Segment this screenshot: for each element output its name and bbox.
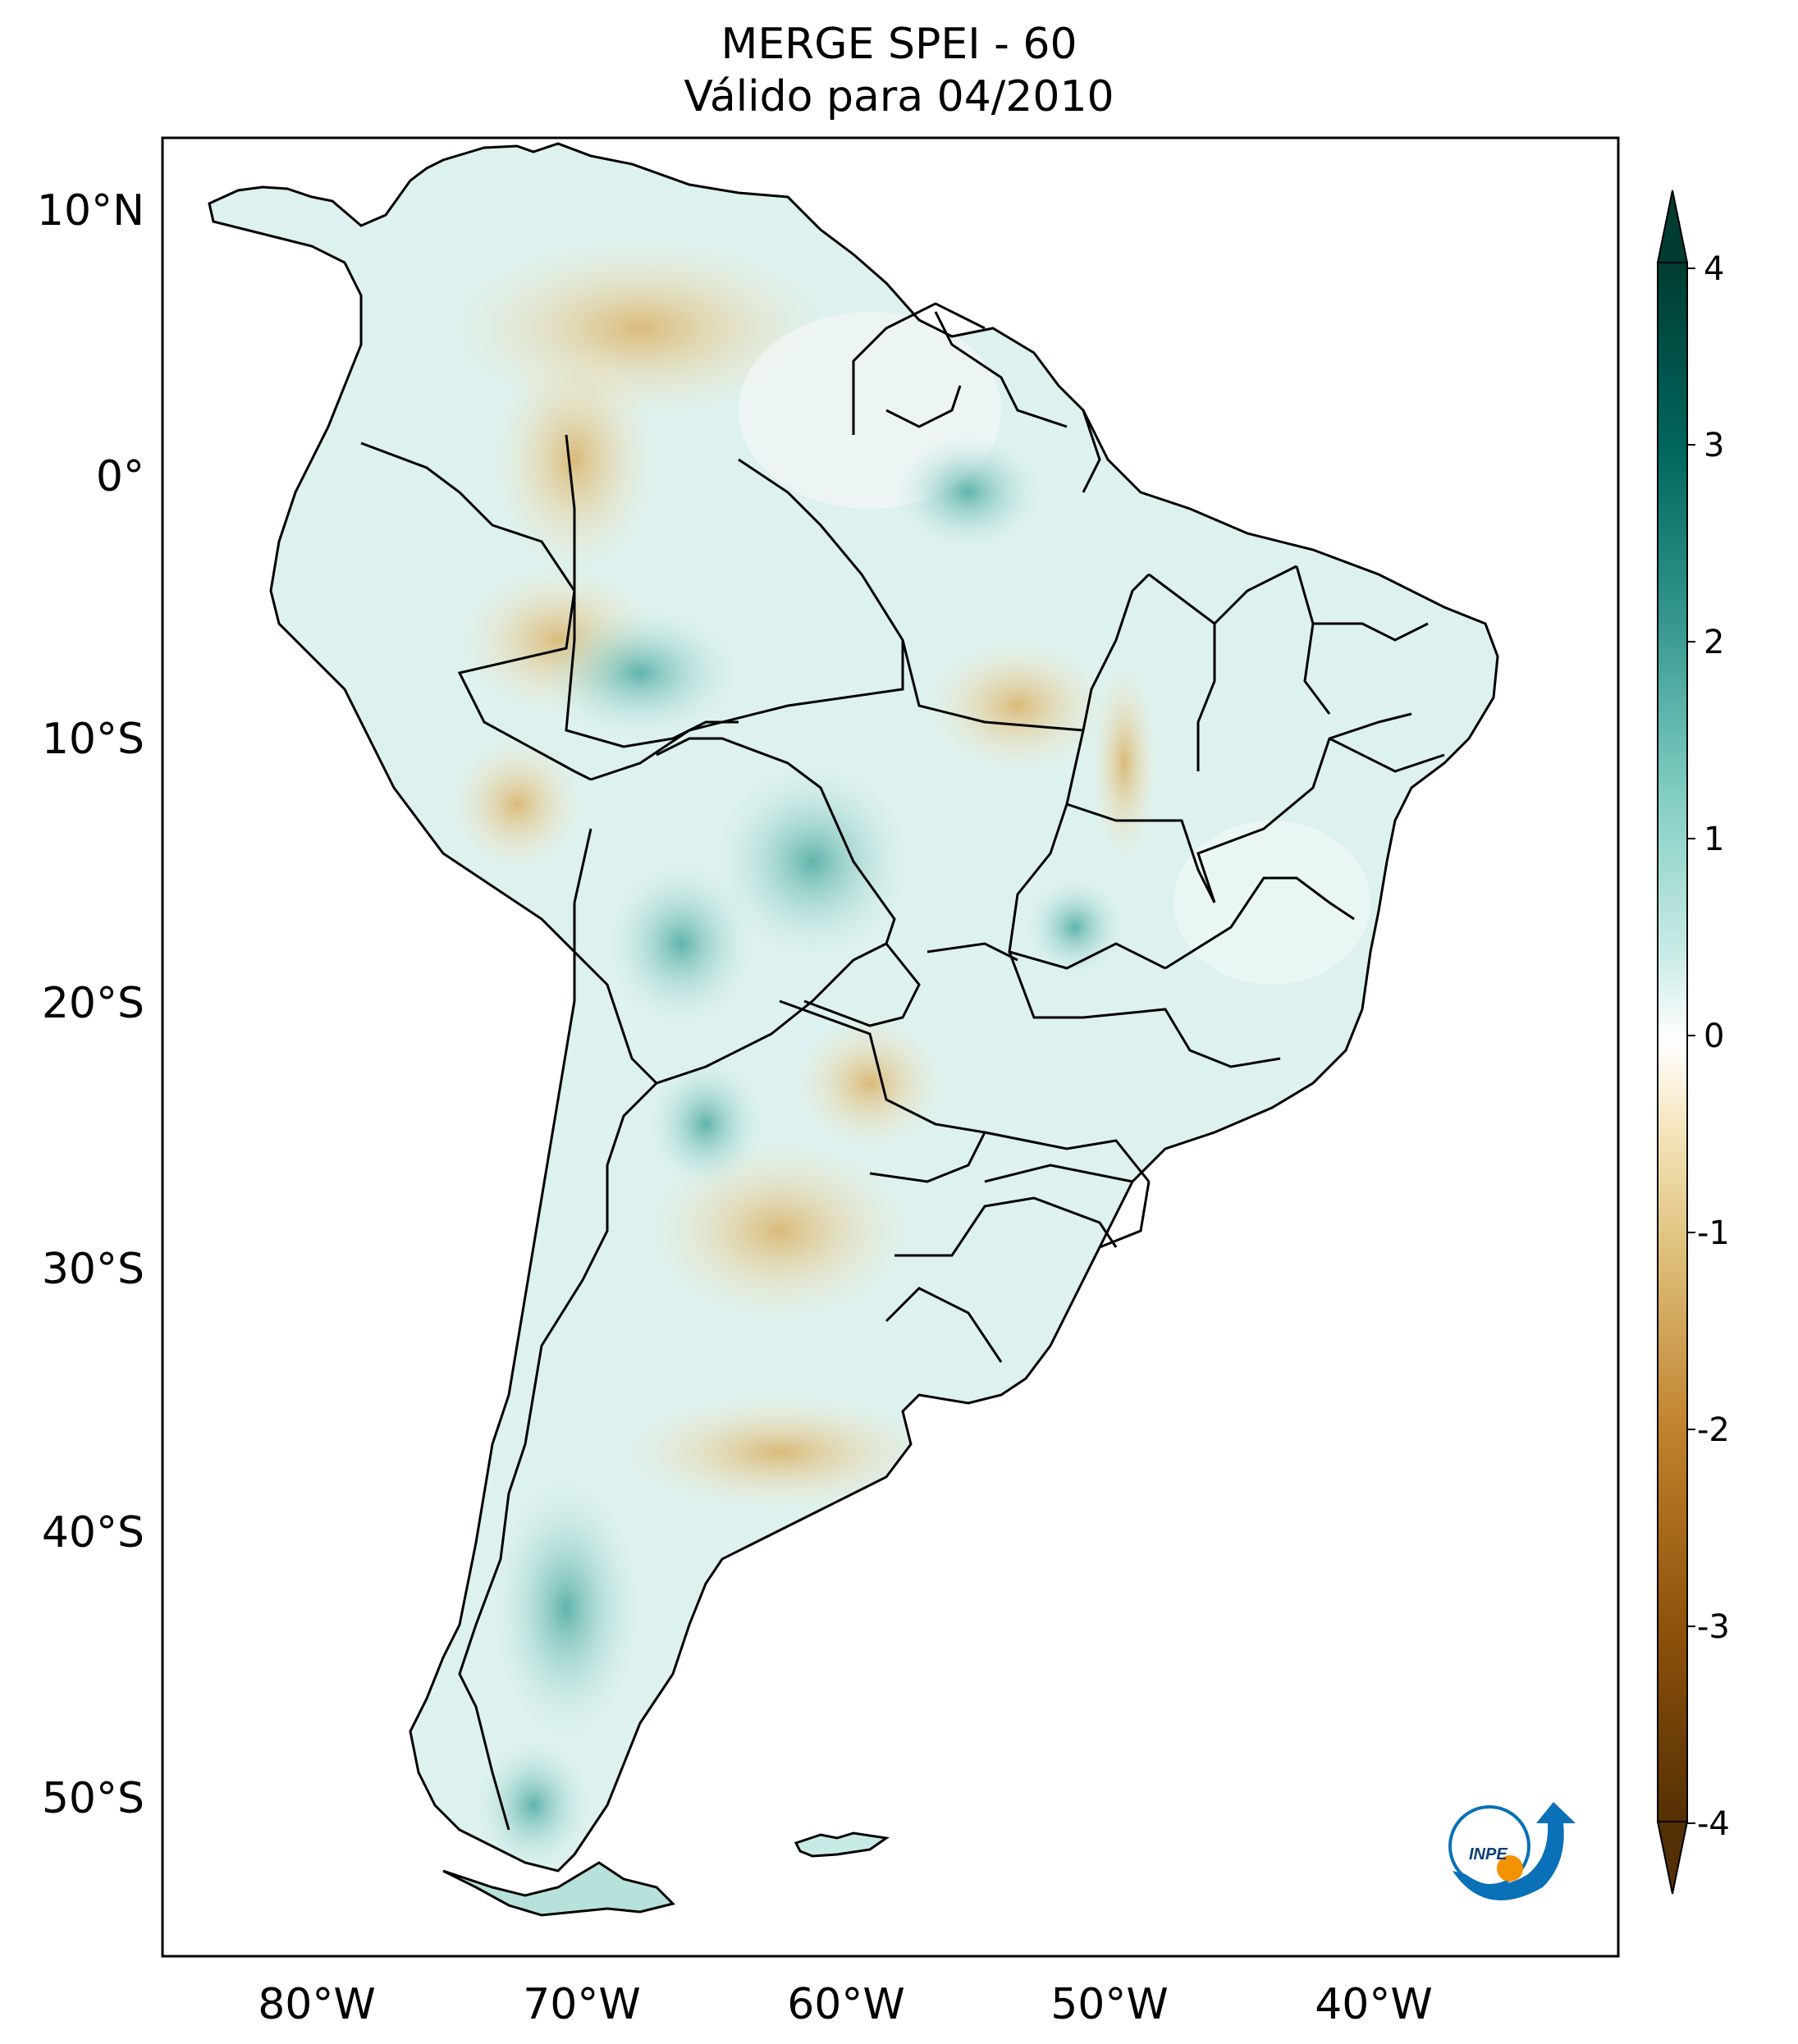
colorbar-tick: -4 — [1697, 1805, 1730, 1843]
colorbar-tick: -1 — [1697, 1214, 1730, 1252]
colorbar-min-extend — [1656, 1821, 1689, 1895]
colorbar-tick: 3 — [1704, 427, 1724, 464]
colorbar-tick: 2 — [1704, 624, 1724, 661]
lon-label: 80°W — [258, 1980, 376, 2029]
colorbar-bar — [1657, 262, 1688, 1822]
lon-label: 50°W — [1050, 1980, 1169, 2029]
colorbar-tick: 4 — [1704, 250, 1724, 288]
lon-label: 70°W — [523, 1980, 641, 2029]
lon-label: 60°W — [787, 1980, 905, 2029]
map-subtitle: Válido para 04/2010 — [684, 72, 1114, 121]
lat-label: 50°S — [42, 1774, 144, 1823]
country-borders — [360, 302, 1445, 1831]
lat-label: 40°S — [42, 1508, 144, 1557]
coastline — [208, 142, 1499, 1873]
logo-text: INPE — [1469, 1845, 1507, 1863]
lat-label: 10°N — [37, 186, 144, 235]
lat-label: 10°S — [42, 715, 144, 764]
colorbar-max-extend — [1656, 190, 1689, 263]
lat-label: 30°S — [42, 1245, 144, 1294]
colorbar-tick: 0 — [1704, 1017, 1724, 1055]
colorbar-tick: -2 — [1697, 1411, 1730, 1449]
tierra-del-fuego — [442, 1861, 675, 1917]
colorbar-tick: -3 — [1697, 1608, 1730, 1646]
lon-label: 40°W — [1315, 1980, 1433, 2029]
colorbar: 4 3 2 1 0 -1 -2 -3 -4 — [1656, 190, 1730, 1895]
lat-label: 0° — [96, 452, 144, 501]
colorbar-tick: 1 — [1704, 821, 1724, 858]
falkland-islands — [794, 1831, 890, 1858]
lat-label: 20°S — [42, 979, 144, 1028]
map-title: MERGE SPEI - 60 — [721, 20, 1077, 69]
inpe-logo: INPE — [1448, 1802, 1576, 1900]
